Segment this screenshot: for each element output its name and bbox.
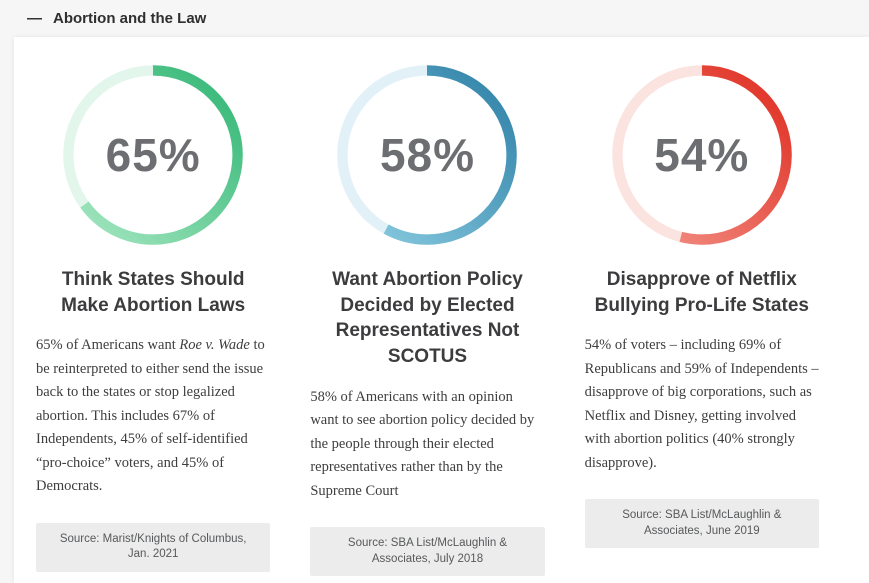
stat-column-netflix: 54% Disapprove of Netflix Bullying Pro-L…: [584, 61, 819, 576]
stat-columns: 65% Think States Should Make Abortion La…: [36, 61, 819, 577]
donut-chart-netflix: 54%: [608, 61, 796, 249]
stat-heading: Disapprove of Netflix Bullying Pro-Life …: [594, 269, 809, 316]
donut-svg: [612, 65, 792, 245]
case-name-italic: Roe v. Wade: [179, 337, 250, 354]
percent-value: 58%: [379, 129, 476, 181]
stat-description: 54% of voters – including 69% of Republi…: [584, 337, 819, 471]
header-dash: —: [27, 10, 42, 27]
donut-chart-representatives: 58%: [333, 61, 521, 249]
stat-description: 65% of Americans want Roe v. Wade to be …: [36, 334, 270, 498]
content-card: 65% Think States Should Make Abortion La…: [14, 37, 869, 583]
donut-svg: [63, 65, 243, 245]
stat-column-states: 65% Think States Should Make Abortion La…: [36, 61, 271, 576]
source-citation: Source: SBA List/McLaughlin & Associates…: [310, 526, 545, 577]
stat-description: 58% of Americans with an opinion want to…: [310, 388, 535, 499]
percent-value: 65%: [105, 129, 201, 181]
page-title: Abortion and the Law: [53, 10, 207, 27]
stat-heading: Think States Should Make Abortion Laws: [61, 269, 246, 316]
donut-chart-states: 65%: [59, 61, 247, 249]
description-text: 65% of Americans want: [36, 337, 180, 354]
section-header: — Abortion and the Law: [0, 0, 869, 37]
source-citation: Source: Marist/Knights of Columbus, Jan.…: [36, 522, 271, 572]
stat-heading: Want Abortion Policy Decided by Elected …: [332, 269, 523, 367]
description-text: to be reinterpreted to either send the i…: [36, 337, 265, 495]
source-citation: Source: SBA List/McLaughlin & Associates…: [584, 499, 819, 549]
donut-svg: [337, 65, 518, 245]
percent-value: 54%: [654, 129, 750, 181]
stat-column-representatives: 58% Want Abortion Policy Decided by Elec…: [310, 61, 545, 577]
